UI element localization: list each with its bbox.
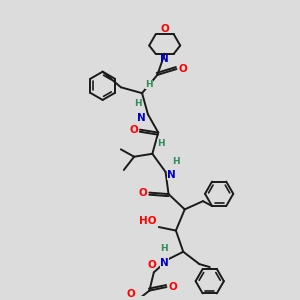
Text: N: N <box>160 54 169 64</box>
Text: H: H <box>157 140 164 148</box>
Text: O: O <box>169 282 178 292</box>
Text: O: O <box>127 290 135 299</box>
Text: O: O <box>147 260 156 270</box>
Text: O: O <box>129 124 138 135</box>
Text: N: N <box>137 112 146 123</box>
Text: H: H <box>134 99 142 108</box>
Text: N: N <box>160 258 169 268</box>
Text: O: O <box>178 64 187 74</box>
Text: H: H <box>172 157 180 166</box>
Text: O: O <box>139 188 147 198</box>
Text: O: O <box>160 24 169 34</box>
Text: HO: HO <box>139 216 157 226</box>
Text: H: H <box>160 244 167 253</box>
Text: H: H <box>146 80 153 89</box>
Text: N: N <box>167 170 176 180</box>
